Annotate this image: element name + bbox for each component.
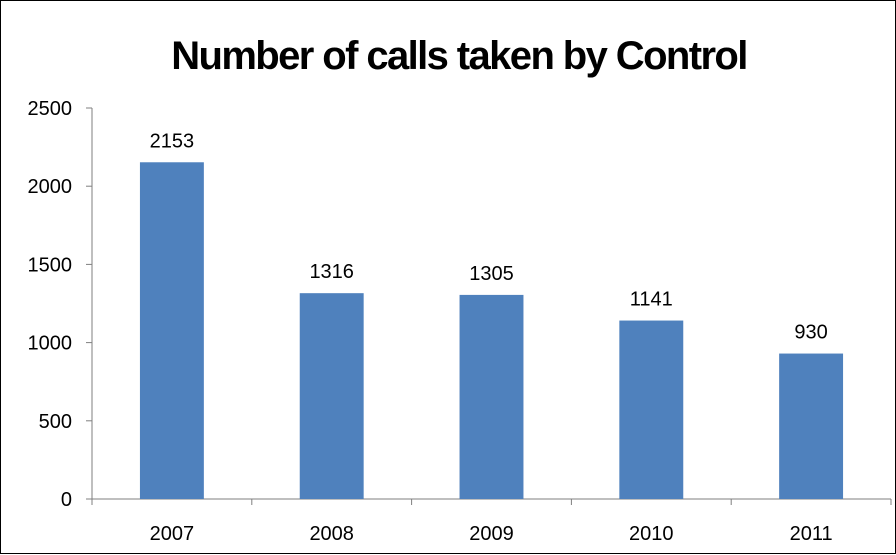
y-tick-label: 1000 xyxy=(28,333,73,355)
x-tick-label-2009: 2009 xyxy=(469,523,514,545)
y-tick-label: 2500 xyxy=(28,98,73,120)
bar-2009 xyxy=(459,294,524,499)
x-tick-label-2008: 2008 xyxy=(309,523,354,545)
x-axis-ticks: 2007 2008 2009 2010 2011 xyxy=(91,499,892,545)
y-tick-label: 0 xyxy=(61,489,72,511)
data-label-2010: 1141 xyxy=(630,289,673,311)
data-label-2011: 930 xyxy=(794,322,827,344)
bar-2007 xyxy=(139,162,204,499)
x-tick-label-2007: 2007 xyxy=(150,523,195,545)
data-labels: 2153 1316 1305 1141 930 xyxy=(150,130,828,343)
data-label-2008: 1316 xyxy=(309,261,354,283)
bar-2010 xyxy=(619,320,684,499)
x-tick-label-2011: 2011 xyxy=(790,523,833,545)
x-tick-label-2010: 2010 xyxy=(629,523,674,545)
y-axis-ticks: 0 500 1000 1500 2000 2500 xyxy=(28,98,92,511)
bars xyxy=(139,162,844,499)
y-tick-label: 2000 xyxy=(28,176,73,198)
bar-2008 xyxy=(299,293,364,499)
chart-title: Number of calls taken by Control xyxy=(171,34,747,78)
data-label-2007: 2153 xyxy=(150,130,195,152)
bar-2011 xyxy=(779,353,844,499)
y-tick-label: 1500 xyxy=(28,254,73,276)
data-label-2009: 1305 xyxy=(469,263,514,285)
y-tick-label: 500 xyxy=(39,411,72,433)
